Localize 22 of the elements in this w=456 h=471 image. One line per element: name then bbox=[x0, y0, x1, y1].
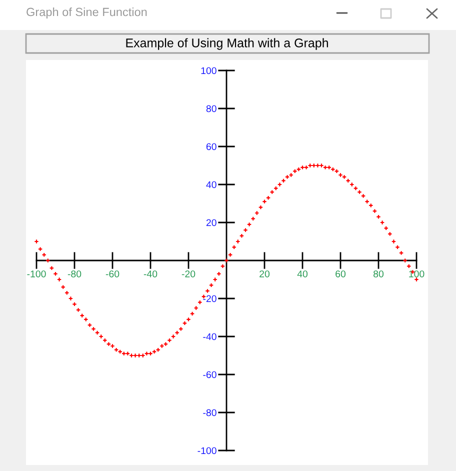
y-tick-label: 100 bbox=[201, 67, 216, 74]
chart-title: Example of Using Math with a Graph bbox=[126, 38, 328, 50]
x-tick-label: -20 bbox=[182, 270, 196, 278]
x-tick-label: -100 bbox=[27, 270, 46, 278]
y-tick-label: 60 bbox=[206, 143, 216, 150]
y-tick-label: -20 bbox=[203, 295, 216, 302]
x-tick-label: -80 bbox=[68, 270, 82, 278]
x-tick-label: 60 bbox=[336, 270, 346, 278]
y-tick-label: -80 bbox=[203, 409, 216, 416]
y-tick-label: 20 bbox=[206, 219, 216, 226]
x-tick-label: -40 bbox=[144, 270, 158, 278]
x-tick-label: 100 bbox=[409, 270, 424, 278]
text: Graph of Sine Function bbox=[26, 8, 147, 19]
y-tick-label: -60 bbox=[203, 371, 216, 378]
y-tick-label: 80 bbox=[206, 105, 216, 112]
y-tick-label: -100 bbox=[198, 447, 216, 454]
x-tick-label: -60 bbox=[106, 270, 120, 278]
x-tick-label: 20 bbox=[260, 270, 270, 278]
x-tick-label: 80 bbox=[374, 270, 384, 278]
y-tick-label: -40 bbox=[203, 333, 216, 340]
x-tick-label: 40 bbox=[297, 270, 308, 278]
y-tick-label: 40 bbox=[206, 181, 216, 188]
